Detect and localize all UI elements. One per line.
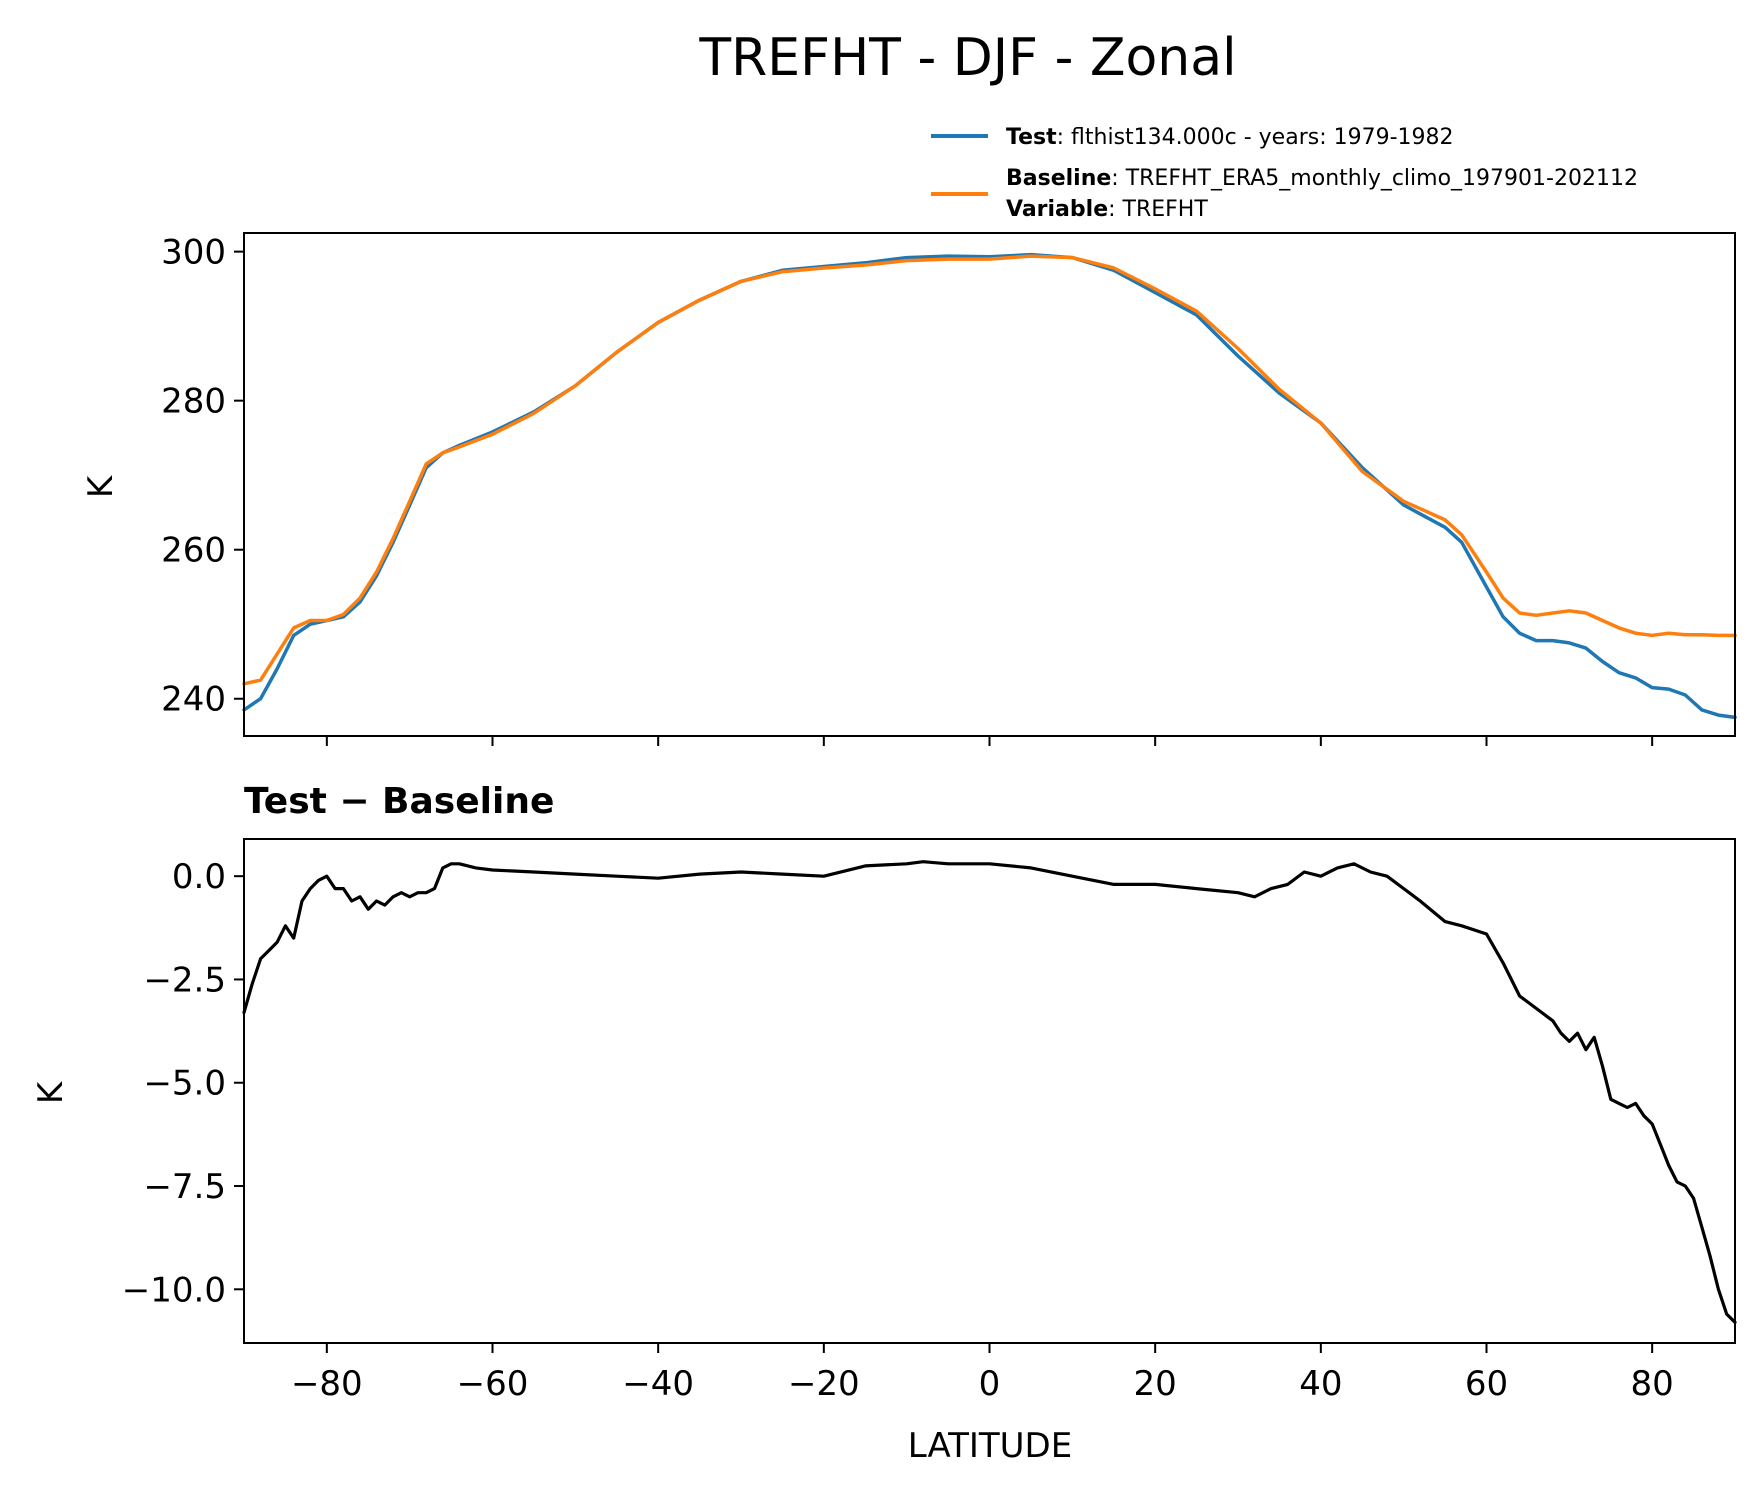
svg-text:Test: flthist134.000c - years:: Test: flthist134.000c - years: 1979-1982 — [1006, 125, 1454, 150]
top-y-axis-label: K — [81, 474, 121, 498]
top-panel: 240 260 280 300 K — [81, 232, 1737, 746]
y-tick-label: 300 — [161, 233, 226, 273]
x-tick-label: −40 — [622, 1364, 694, 1404]
top-y-ticks: 240 260 280 300 — [161, 233, 244, 720]
legend-label-test-bold: Test — [1006, 125, 1057, 150]
x-tick-label: −60 — [457, 1364, 529, 1404]
x-axis-label: LATITUDE — [908, 1426, 1072, 1466]
legend-label-variable-text: : TREFHT — [1108, 197, 1208, 222]
x-tick-label: 0 — [979, 1364, 1001, 1404]
y-tick-label: 0.0 — [172, 857, 226, 897]
y-tick-label: −7.5 — [143, 1167, 226, 1207]
y-tick-label: 260 — [161, 531, 226, 571]
legend-label-baseline-text: : TREFHT_ERA5_monthly_climo_197901-20211… — [1111, 166, 1638, 191]
baseline-series-line — [242, 254, 1737, 686]
y-tick-label: −10.0 — [122, 1270, 226, 1310]
chart-title: TREFHT - DJF - Zonal — [698, 28, 1236, 88]
legend-label-test-text: : flthist134.000c - years: 1979-1982 — [1057, 125, 1454, 150]
legend-label-baseline-bold: Baseline — [1006, 166, 1111, 191]
y-tick-label: −5.0 — [143, 1064, 226, 1104]
x-tick-label: −20 — [788, 1364, 860, 1404]
y-tick-label: 280 — [161, 382, 226, 422]
top-series-group — [242, 252, 1737, 720]
x-tick-label: 40 — [1299, 1364, 1342, 1404]
x-tick-label: −80 — [291, 1364, 363, 1404]
y-tick-label: −2.5 — [143, 960, 226, 1000]
top-x-ticks — [325, 736, 1654, 746]
bottom-panel: Test − Baseline −80 −60 −40 −20 0 20 40 60 80 0.… — [31, 781, 1737, 1466]
x-tick-label: 20 — [1134, 1364, 1177, 1404]
bottom-x-ticks: −80 −60 −40 −20 0 20 40 60 80 — [291, 1343, 1674, 1404]
legend: Test: flthist134.000c - years: 1979-1982… — [931, 125, 1638, 222]
legend-label-variable-bold: Variable — [1006, 197, 1108, 222]
x-tick-label: 60 — [1465, 1364, 1508, 1404]
svg-text:Baseline: TREFHT_ERA5_monthly_: Baseline: TREFHT_ERA5_monthly_climo_1979… — [1006, 166, 1638, 191]
bottom-series-group — [242, 860, 1737, 1324]
difference-series-line — [242, 860, 1737, 1324]
y-tick-label: 240 — [161, 680, 226, 720]
bottom-y-ticks: 0.0 −2.5 −5.0 −7.5 −10.0 — [122, 857, 244, 1310]
bottom-y-axis-label: K — [31, 1080, 71, 1104]
x-tick-label: 80 — [1631, 1364, 1674, 1404]
bottom-panel-title: Test − Baseline — [244, 781, 554, 822]
svg-text:Variable: TREFHT: Variable: TREFHT — [1006, 197, 1208, 222]
